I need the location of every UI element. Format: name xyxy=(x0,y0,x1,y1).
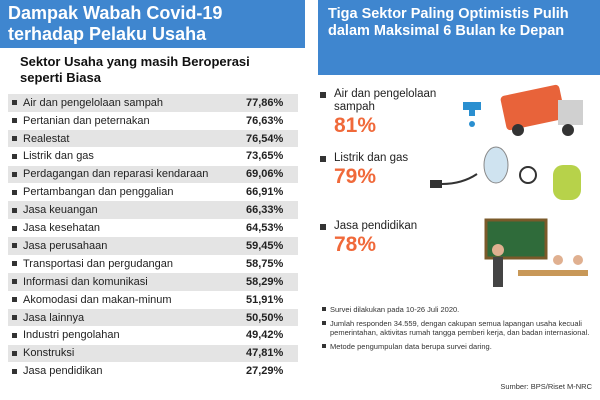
sector-percent: 76,63% xyxy=(246,114,284,127)
table-row: Akomodasi dan makan-minum 51,91% xyxy=(8,291,298,309)
sector-percent: 51,91% xyxy=(246,293,284,306)
left-header: Dampak Wabah Covid-19 terhadap Pelaku Us… xyxy=(0,0,305,48)
electric-gas-icon xyxy=(430,146,581,200)
table-row: Transportasi dan pergudangan 58,75% xyxy=(8,255,298,273)
note: Survei dilakukan pada 10-26 Juli 2020. xyxy=(322,305,592,314)
bullet xyxy=(12,368,17,374)
source: Sumber: BPS/Riset M-NRC xyxy=(500,382,592,391)
sector-name: Konstruksi xyxy=(23,347,75,360)
sector-name: Pertanian dan peternakan xyxy=(23,114,150,127)
table-row: Realestat 76,54% xyxy=(8,129,298,148)
table-row: Jasa kesehatan 64,53% xyxy=(8,219,298,237)
table-row: Konstruksi 47,81% xyxy=(8,344,298,363)
item-label: Jasa pendidikan xyxy=(334,220,418,232)
bullet xyxy=(12,171,17,177)
sector-percent: 50,50% xyxy=(246,311,284,324)
sector-percent: 76,54% xyxy=(246,132,284,145)
table-row: Listrik dan gas 73,65% xyxy=(8,148,298,166)
table-row: Jasa pendidikan 27,29% xyxy=(8,363,298,381)
water-truck-icon xyxy=(463,84,583,136)
sector-name: Pertambangan dan penggalian xyxy=(23,186,174,199)
bullet xyxy=(12,243,17,249)
sector-name: Industri pengolahan xyxy=(23,329,120,342)
bullet xyxy=(12,297,17,303)
table-row: Pertanian dan peternakan 76,63% xyxy=(8,112,298,130)
left-subtitle: Sektor Usaha yang masih Beroperasi seper… xyxy=(20,54,250,85)
sector-name: Perdagangan dan reparasi kendaraan xyxy=(23,168,209,181)
note: Jumlah responden 34.559, dengan cakupan … xyxy=(322,319,592,337)
sector-percent: 64,53% xyxy=(246,222,284,235)
bullet xyxy=(12,315,17,321)
sector-table: Air dan pengelolaan sampah 77,86% Pertania… xyxy=(0,94,305,384)
table-row: Pertambangan dan penggalian 66,91% xyxy=(8,184,298,202)
table-row: Air dan pengelolaan sampah 77,86% xyxy=(8,94,298,112)
illustrations xyxy=(430,84,588,287)
table-row: Perdagangan dan reparasi kendaraan 69,06% xyxy=(8,165,298,184)
sector-name: Jasa keuangan xyxy=(23,204,98,217)
sector-name: Akomodasi dan makan-minum xyxy=(23,293,172,306)
sector-percent: 58,29% xyxy=(246,275,284,288)
table-row: Jasa keuangan 66,33% xyxy=(8,201,298,219)
sector-name: Transportasi dan pergudangan xyxy=(23,257,174,270)
bullet xyxy=(12,118,17,124)
sector-name: Realestat xyxy=(23,132,70,145)
item-bullet xyxy=(320,156,326,162)
item-value: 79% xyxy=(334,165,377,188)
bullet xyxy=(12,100,17,106)
table-row: Jasa perusahaan 59,45% xyxy=(8,237,298,255)
bullet xyxy=(12,225,17,231)
notes: Survei dilakukan pada 10-26 Juli 2020. Ju… xyxy=(322,305,592,356)
sector-name: Jasa kesehatan xyxy=(23,222,101,235)
sector-percent: 77,86% xyxy=(246,96,284,109)
sector-percent: 69,06% xyxy=(246,168,284,181)
table-row: Industri pengolahan 49,42% xyxy=(8,327,298,345)
sector-percent: 27,29% xyxy=(246,365,284,378)
sector-item: Air dan pengelolaan sampah 81% xyxy=(318,88,444,138)
item-value: 78% xyxy=(334,233,377,256)
bullet xyxy=(12,261,17,267)
sector-percent: 47,81% xyxy=(246,347,284,360)
sector-name: Jasa pendidikan xyxy=(23,365,103,378)
table-row: Informasi dan komunikasi 58,29% xyxy=(8,273,298,291)
top-sectors: Air dan pengelolaan sampah 81% Listrik dan… xyxy=(318,80,600,295)
item-bullet xyxy=(320,224,326,230)
sector-item: Jasa pendidikan 78% xyxy=(318,220,444,257)
sector-name: Jasa lainnya xyxy=(23,311,85,324)
bullet xyxy=(12,207,17,213)
education-icon xyxy=(484,218,588,287)
bullet xyxy=(12,189,17,195)
bullet xyxy=(12,332,17,338)
sector-name: Listrik dan gas xyxy=(23,150,94,163)
sector-name: Air dan pengelolaan sampah xyxy=(23,96,164,109)
sector-percent: 58,75% xyxy=(246,257,284,270)
sector-name: Jasa perusahaan xyxy=(23,239,108,252)
item-label: Listrik dan gas xyxy=(334,152,409,164)
bullet xyxy=(12,153,17,159)
sector-item: Listrik dan gas 79% xyxy=(318,152,444,189)
sector-percent: 73,65% xyxy=(246,150,284,163)
sector-percent: 66,33% xyxy=(246,204,284,217)
bullet xyxy=(12,136,17,142)
item-label: Air dan pengelolaan sampah xyxy=(334,88,437,113)
sector-percent: 49,42% xyxy=(246,329,284,342)
note: Metode pengumpulan data berupa survei da… xyxy=(322,342,592,351)
right-header: Tiga Sektor Paling Optimistis Pulih dala… xyxy=(318,0,600,75)
bullet xyxy=(12,279,17,285)
item-value: 81% xyxy=(334,114,377,137)
bullet xyxy=(12,350,17,356)
sector-percent: 59,45% xyxy=(246,239,284,252)
sector-percent: 66,91% xyxy=(246,186,284,199)
item-bullet xyxy=(320,92,326,98)
sector-name: Informasi dan komunikasi xyxy=(23,275,148,288)
table-row: Jasa lainnya 50,50% xyxy=(8,308,298,327)
